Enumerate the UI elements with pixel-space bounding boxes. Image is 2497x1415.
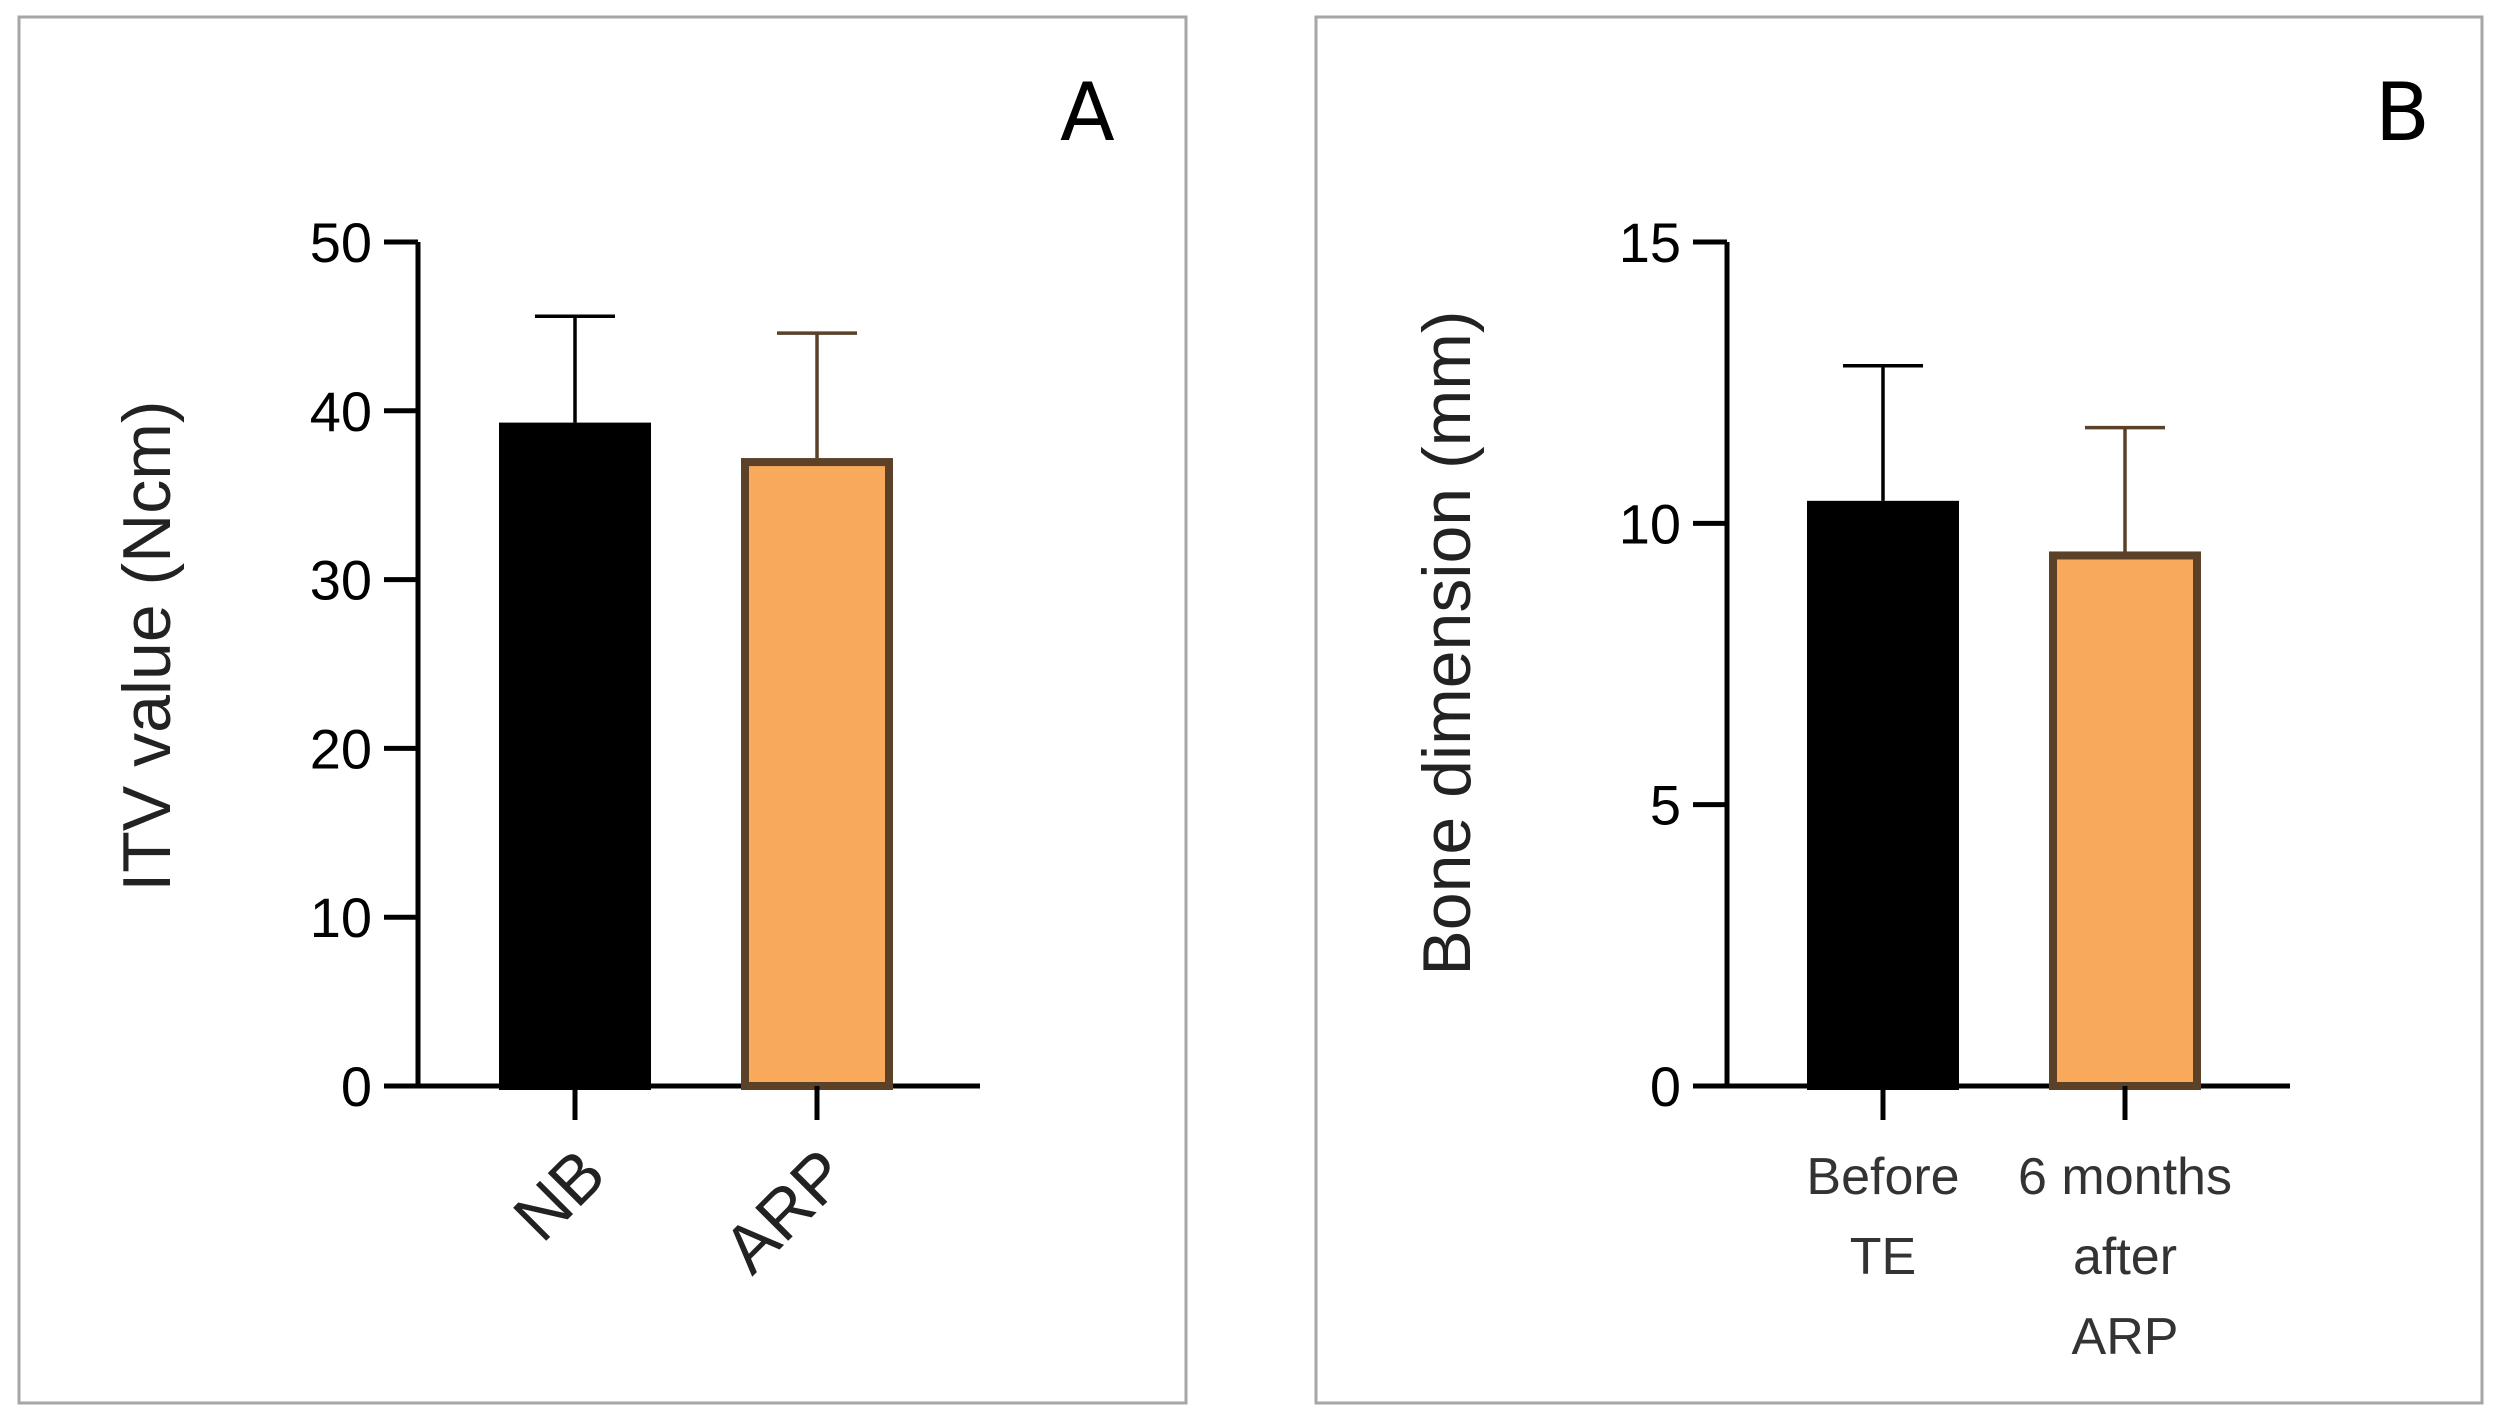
panel-b-x-tick-label: after [2073, 1228, 2177, 1286]
panel-b-x-tick-label: 6 months [2018, 1148, 2232, 1206]
panel-b-x-tick-label: Before [1806, 1148, 1959, 1206]
panel-b-chart: B Bone dimension (mm) 0 5 10 15 Before TE 6 mo… [1314, 15, 2484, 1405]
panel-b-y-axis-label: Bone dimension (mm) [1409, 310, 1485, 975]
panel-b-y-tick-label: 0 [1650, 1055, 1681, 1118]
panel-a-marks: 0 10 20 30 40 50 NB ARP [310, 211, 980, 1287]
panel-b-bar-1 [1807, 500, 1959, 1090]
panel-a-letter: A [1060, 66, 1115, 159]
panel-a-y-tick-label: 10 [310, 886, 372, 949]
panel-a-y-tick-label: 20 [310, 717, 372, 780]
panel-b-y-tick-label: 10 [1619, 492, 1681, 555]
panel-a-y-tick-label: 30 [310, 549, 372, 612]
panel-b-letter: B [2375, 66, 2430, 159]
panel-a-bar-2 [741, 458, 893, 1090]
panel-a-bar-1 [499, 422, 651, 1090]
panel-a-y-tick-label: 40 [310, 380, 372, 443]
panel-b-bar-2 [2049, 551, 2201, 1090]
panel-b-y-tick-label: 5 [1650, 774, 1681, 837]
panel-b-frame [1314, 15, 2484, 1405]
panel-a-x-tick-label: NB [499, 1135, 620, 1256]
panel-a-y-axis-label: ITV value (Ncm) [109, 400, 185, 891]
panel-a-x-tick-label: ARP [709, 1135, 862, 1288]
panel-a-chart: A ITV value (Ncm) 0 10 20 30 40 50 NB ARP [17, 15, 1188, 1405]
panel-a-y-tick-label: 50 [310, 211, 372, 274]
panel-b-marks: 0 5 10 15 Before TE 6 months after ARP [1619, 211, 2290, 1366]
panel-b-x-tick-label: TE [1850, 1228, 1916, 1286]
panel-b-x-tick-label: ARP [2072, 1308, 2179, 1366]
panel-b-y-tick-label: 15 [1619, 211, 1681, 274]
panel-a-y-tick-label: 0 [341, 1055, 372, 1118]
panel-a-frame [17, 15, 1188, 1405]
